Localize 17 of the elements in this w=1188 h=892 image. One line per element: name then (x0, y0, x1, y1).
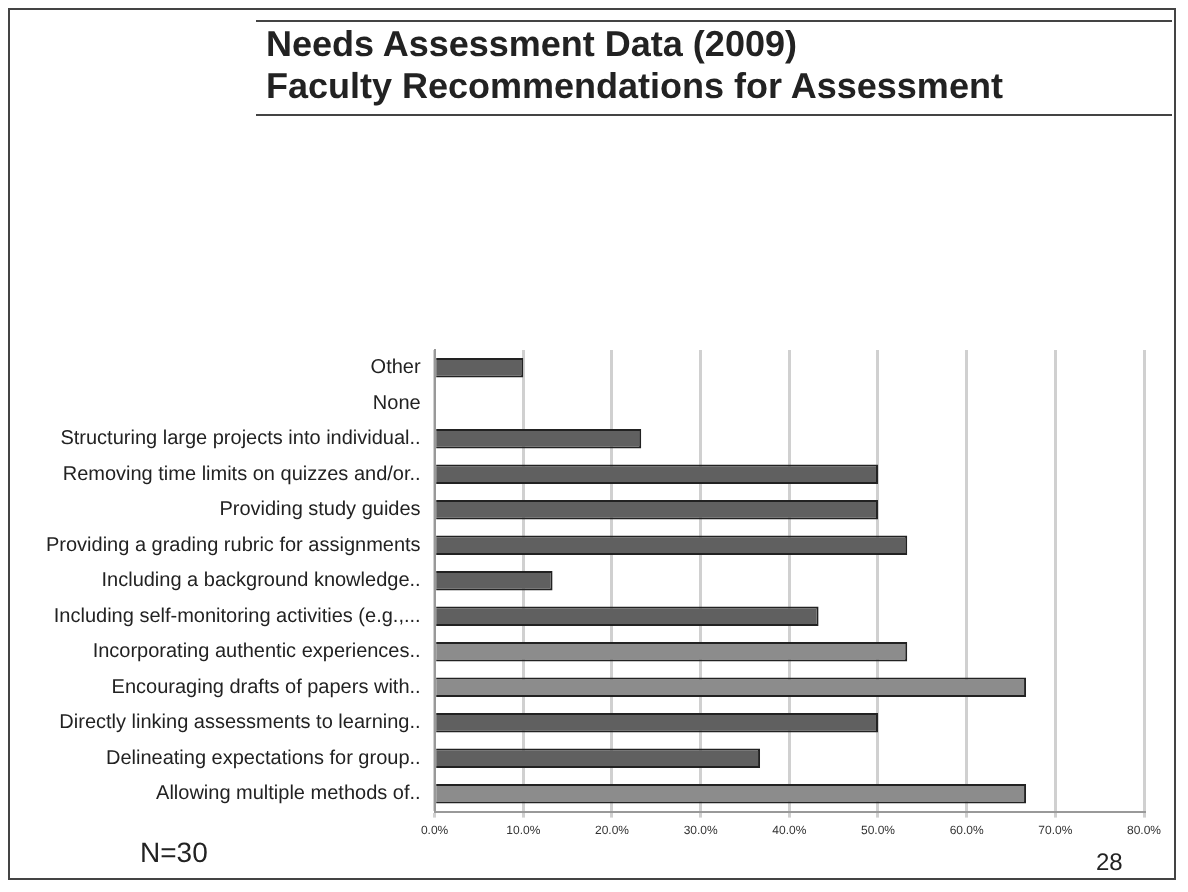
y-tick-label: Delineating expectations for group.. (105, 747, 421, 770)
y-tick-label: Incorporating authentic experiences.. (92, 641, 421, 664)
y-tick-label: Directly linking assessments to learning.. (59, 712, 421, 735)
y-tick-label: Providing study guides (219, 499, 421, 522)
chart-subtitle: Faculty Recommendations for Assessment (266, 66, 1003, 108)
y-tick-label: Removing time limits on quizzes and/or.. (62, 463, 421, 486)
y-tick-label: Providing a grading rubric for assignments (45, 534, 421, 557)
chart-title: Needs Assessment Data (2009) (266, 24, 797, 66)
y-tick-label: Other (370, 357, 422, 380)
text: 28 (1096, 848, 1123, 876)
y-tick-label: Encouraging drafts of papers with.. (111, 676, 421, 699)
y-tick-label: Including self-monitoring activities (e.g.,... (53, 605, 421, 628)
y-tick-label: Structuring large projects into individual.. (60, 428, 421, 451)
y-tick-label: None (372, 392, 422, 415)
text: N=30 (140, 836, 208, 868)
y-tick-label: Including a background knowledge.. (101, 570, 421, 593)
y-tick-label: Allowing multiple methods of.. (156, 783, 421, 806)
